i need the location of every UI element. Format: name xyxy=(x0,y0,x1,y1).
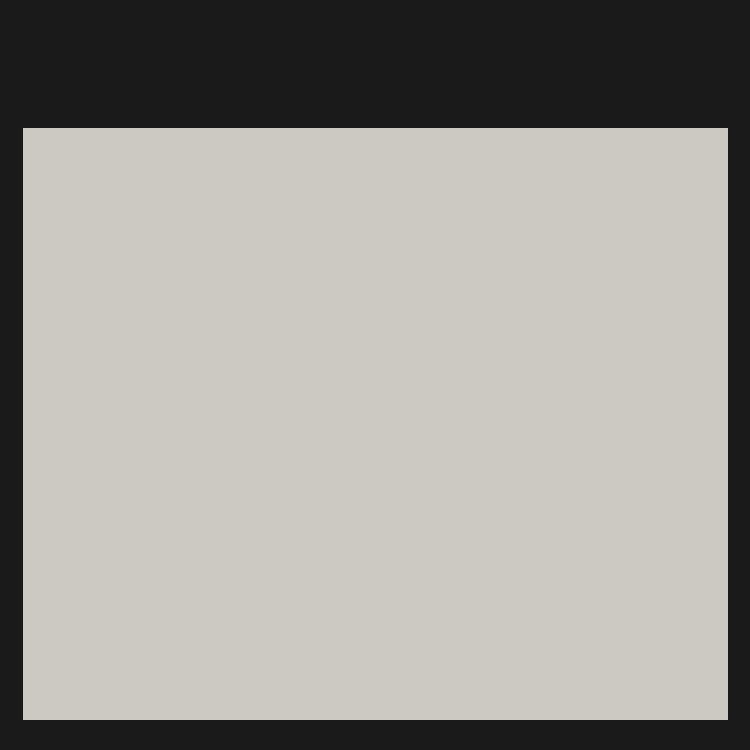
Text: 3 cm.: 3 cm. xyxy=(75,392,116,407)
Text: 8 cm.: 8 cm. xyxy=(205,280,245,296)
Text: cm²: cm² xyxy=(233,560,261,575)
FancyBboxPatch shape xyxy=(55,210,430,540)
Text: Surface Area =: Surface Area = xyxy=(38,560,149,575)
Text: 3 cm.: 3 cm. xyxy=(423,269,464,284)
FancyBboxPatch shape xyxy=(38,594,103,620)
Text: Find the surface area of the prism.: Find the surface area of the prism. xyxy=(38,194,268,206)
FancyBboxPatch shape xyxy=(152,556,227,582)
Text: 3 cm.: 3 cm. xyxy=(427,343,468,358)
Text: Problem 2: Problem 2 xyxy=(329,144,421,162)
Text: 3 cm.: 3 cm. xyxy=(175,503,215,518)
Text: Check: Check xyxy=(50,601,91,613)
